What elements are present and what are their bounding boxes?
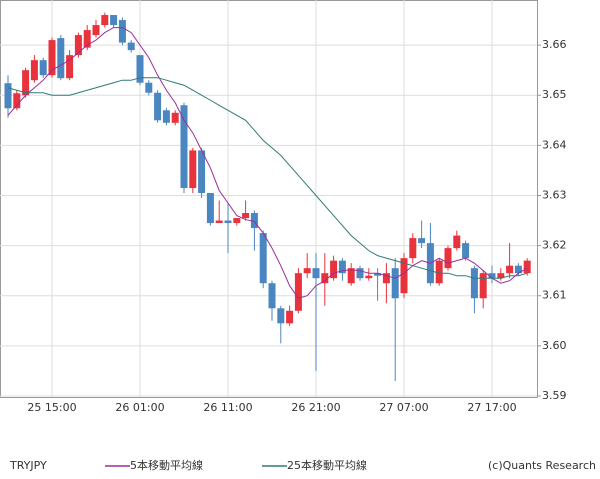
- candle-body: [13, 93, 21, 109]
- candle-body: [365, 275, 373, 279]
- y-tick-label: 3.59: [542, 389, 567, 402]
- candle-body: [242, 213, 250, 219]
- candle-body: [145, 82, 153, 93]
- legend-label: 25本移動平均線: [287, 458, 367, 472]
- candle-body: [259, 233, 267, 284]
- candle-body: [418, 238, 426, 244]
- x-tick-label: 26 21:00: [291, 401, 340, 414]
- candle-body: [198, 150, 206, 193]
- y-tick-label: 3.61: [542, 289, 567, 302]
- y-tick-label: 3.60: [542, 339, 567, 352]
- candle-body: [347, 268, 355, 284]
- candle-body: [506, 265, 514, 274]
- candle-body: [39, 60, 47, 76]
- candle-body: [523, 260, 531, 274]
- x-tick-label: 27 07:00: [379, 401, 428, 414]
- candle-body: [101, 15, 109, 26]
- candle-body: [303, 268, 311, 274]
- candle-body: [444, 248, 452, 269]
- candle-body: [127, 42, 135, 51]
- plot-area: [0, 0, 538, 398]
- candle-body: [92, 25, 100, 36]
- candle-body: [118, 20, 126, 43]
- candle-body: [330, 260, 338, 279]
- candle-body: [514, 265, 522, 274]
- ma-line: [7, 77, 528, 279]
- x-tick-label: 25 15:00: [27, 401, 76, 414]
- candle-body: [162, 110, 170, 123]
- candle-body: [22, 70, 30, 96]
- candle-body: [154, 92, 162, 121]
- candle-body: [83, 30, 91, 48]
- x-tick-label: 26 11:00: [203, 401, 252, 414]
- candle-body: [294, 273, 302, 311]
- ma-line: [7, 27, 528, 299]
- candle-body: [312, 268, 320, 279]
- candle-body: [409, 238, 417, 259]
- candle-body: [48, 40, 56, 76]
- candle-body: [180, 105, 188, 188]
- candle-body: [453, 235, 461, 249]
- candle-body: [224, 220, 232, 224]
- candle-body: [189, 150, 197, 188]
- candle-body: [435, 260, 443, 284]
- candle-body: [479, 273, 487, 299]
- candle-body: [286, 310, 294, 324]
- candle-body: [136, 55, 144, 83]
- candle-body: [4, 83, 12, 109]
- credit: (c)Quants Research: [488, 459, 596, 472]
- candle-body: [497, 273, 505, 279]
- x-tick-label: 26 01:00: [115, 401, 164, 414]
- x-tick-label: 27 17:00: [467, 401, 516, 414]
- candle-body: [215, 220, 223, 224]
- candle-body: [268, 283, 276, 309]
- legend-label: 5本移動平均線: [130, 458, 203, 472]
- candle-body: [277, 308, 285, 324]
- candle-body: [321, 273, 329, 284]
- candle-body: [382, 273, 390, 284]
- candle-body: [206, 192, 214, 224]
- candle-body: [110, 15, 118, 26]
- candle-body: [30, 60, 38, 81]
- candle-body: [66, 55, 74, 79]
- y-tick-label: 3.63: [542, 188, 567, 201]
- candle-body: [488, 273, 496, 279]
- candle-body: [374, 273, 382, 276]
- symbol: TRYJPY: [9, 459, 47, 472]
- candle-body: [57, 38, 65, 79]
- candle-body: [470, 268, 478, 299]
- candle-body: [74, 35, 82, 56]
- candle-body: [338, 260, 346, 274]
- candle-body: [250, 213, 258, 229]
- candle-body: [462, 243, 470, 259]
- y-tick-label: 3.64: [542, 138, 567, 151]
- candle-body: [391, 268, 399, 299]
- y-tick-label: 3.66: [542, 38, 567, 51]
- y-tick-label: 3.65: [542, 88, 567, 101]
- candle-body: [233, 218, 241, 224]
- candle-body: [400, 258, 408, 294]
- y-tick-label: 3.62: [542, 239, 567, 252]
- candle-body: [171, 112, 179, 123]
- candle-body: [356, 268, 364, 279]
